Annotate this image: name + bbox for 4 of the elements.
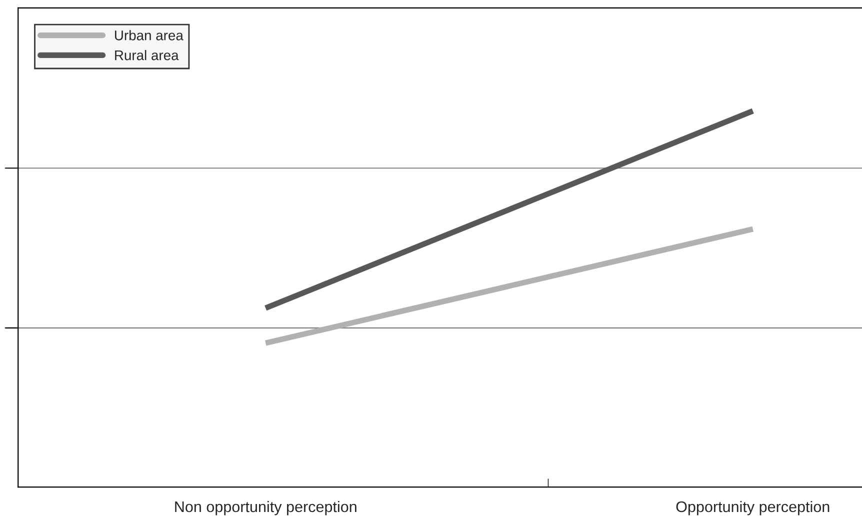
- legend-label: Rural area: [115, 50, 179, 60]
- x-tick-label: Non opportunity perception: [175, 500, 356, 516]
- x-tick-label: Opportunity perception: [676, 500, 830, 516]
- legend-label: Urban area: [115, 30, 184, 40]
